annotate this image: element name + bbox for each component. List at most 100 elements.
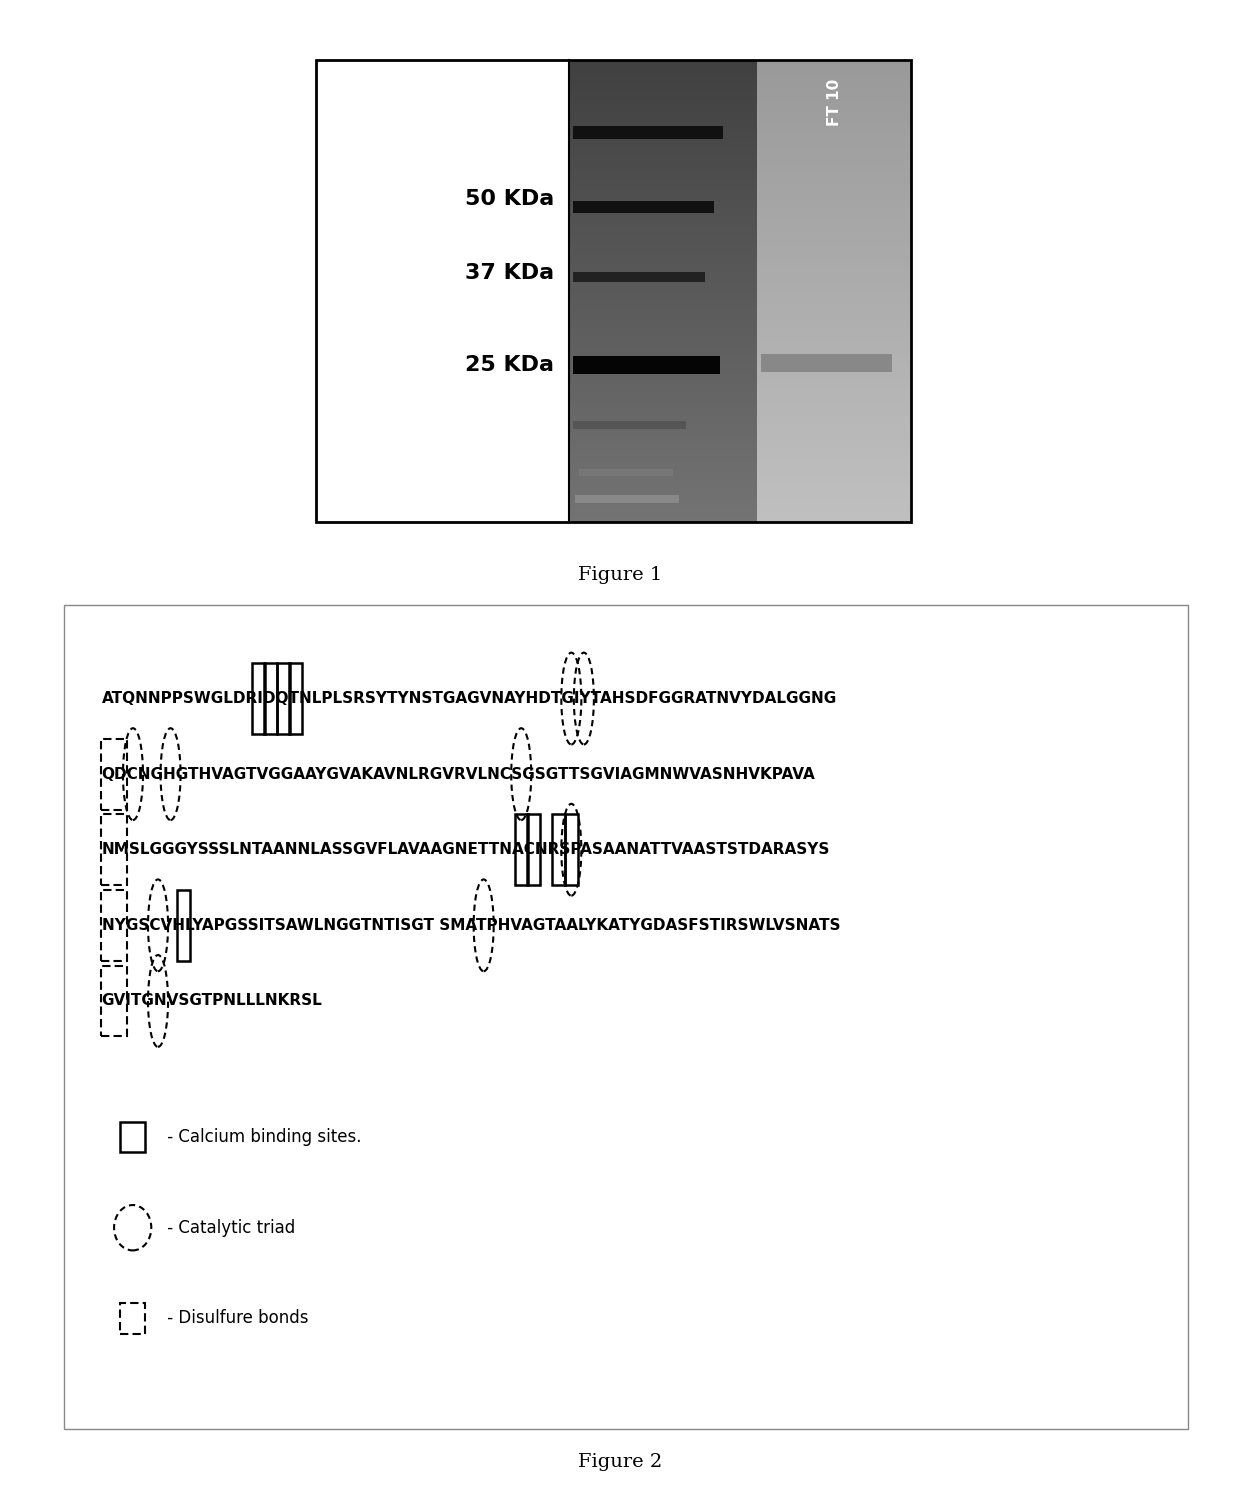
Text: - Calcium binding sites.: - Calcium binding sites. <box>162 1128 362 1146</box>
Bar <box>569 337 758 342</box>
Bar <box>758 175 911 180</box>
Bar <box>569 112 758 116</box>
Bar <box>758 184 911 189</box>
Bar <box>569 416 911 420</box>
Text: 50 KDa: 50 KDa <box>465 189 554 209</box>
Bar <box>569 434 911 438</box>
Bar <box>569 222 911 227</box>
Bar <box>758 204 911 209</box>
Bar <box>569 144 911 148</box>
Bar <box>569 337 911 342</box>
Bar <box>758 79 911 83</box>
Bar <box>569 513 758 517</box>
Bar <box>316 60 569 522</box>
Bar <box>569 121 758 125</box>
Bar <box>569 466 758 470</box>
Bar <box>758 254 911 259</box>
Bar <box>569 314 758 319</box>
Bar <box>758 153 911 157</box>
Bar <box>569 74 911 79</box>
Bar <box>573 125 723 139</box>
Bar <box>569 457 911 461</box>
Text: Figure 1: Figure 1 <box>578 565 662 584</box>
Bar <box>569 499 758 503</box>
Bar <box>569 249 758 254</box>
Bar <box>569 204 758 209</box>
Bar <box>569 457 758 461</box>
Bar <box>758 452 911 457</box>
Bar <box>758 166 911 171</box>
Bar <box>569 513 911 517</box>
Bar <box>569 383 758 389</box>
Bar <box>569 448 911 452</box>
Bar <box>758 130 911 135</box>
Bar <box>569 398 758 402</box>
Bar <box>569 438 911 443</box>
Bar <box>758 407 911 411</box>
Bar <box>569 402 911 407</box>
Bar <box>569 106 911 112</box>
Bar <box>569 194 758 200</box>
Bar <box>758 144 911 148</box>
Bar <box>569 393 758 398</box>
Bar <box>758 457 911 461</box>
Bar <box>569 97 911 101</box>
Bar <box>569 378 911 383</box>
Bar <box>569 369 911 373</box>
Bar <box>569 470 911 476</box>
Bar <box>569 369 758 373</box>
Text: QDCNGHGTHVAGTVGGAAYGVAKAVNLRGVRVLNCSGSGTTSGVIAGMNWVASNHVKPAVA: QDCNGHGTHVAGTVGGAAYGVAKAVNLRGVRVLNCSGSGT… <box>102 767 816 782</box>
Bar <box>758 470 911 476</box>
Bar <box>569 162 758 166</box>
Bar <box>569 333 911 337</box>
Bar <box>569 272 758 277</box>
Bar <box>569 70 758 74</box>
Bar <box>569 65 911 70</box>
Text: FT 10: FT 10 <box>827 79 842 125</box>
Bar <box>569 263 758 268</box>
Bar <box>758 503 911 508</box>
Bar <box>569 231 911 236</box>
Bar <box>758 324 911 328</box>
Bar <box>569 389 758 393</box>
Bar <box>569 402 758 407</box>
Bar <box>569 101 758 106</box>
Bar <box>569 236 758 240</box>
Bar <box>569 231 758 236</box>
Bar <box>569 503 758 508</box>
Bar <box>569 373 758 378</box>
Bar <box>569 443 758 448</box>
Bar <box>569 305 758 310</box>
Bar <box>569 60 758 65</box>
Bar <box>569 499 911 503</box>
Bar <box>569 88 758 92</box>
Bar <box>569 268 758 272</box>
Bar <box>569 227 758 231</box>
Bar <box>569 277 758 281</box>
Bar <box>758 218 911 222</box>
Bar <box>573 355 719 373</box>
Bar <box>758 296 911 301</box>
Bar <box>569 240 911 245</box>
Bar <box>569 517 758 522</box>
Bar <box>569 245 911 249</box>
Bar <box>569 83 758 88</box>
Bar <box>579 469 673 476</box>
Bar <box>569 490 758 494</box>
Bar <box>758 485 911 490</box>
Bar <box>569 139 911 144</box>
Bar <box>569 213 911 218</box>
Bar <box>758 83 911 88</box>
Bar <box>569 263 911 268</box>
Bar <box>761 354 892 372</box>
Bar <box>569 351 911 355</box>
Bar <box>569 171 911 175</box>
Bar <box>758 194 911 200</box>
Bar <box>569 116 758 121</box>
Bar <box>569 175 758 180</box>
Bar <box>569 305 911 310</box>
Bar <box>569 189 911 194</box>
Bar <box>569 407 911 411</box>
Bar <box>758 240 911 245</box>
Bar <box>758 259 911 263</box>
